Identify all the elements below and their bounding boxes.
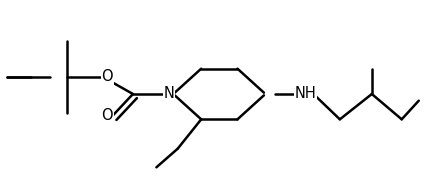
Text: N: N (164, 86, 175, 102)
Text: O: O (101, 69, 113, 84)
Text: NH: NH (295, 86, 317, 102)
Text: O: O (101, 108, 113, 123)
